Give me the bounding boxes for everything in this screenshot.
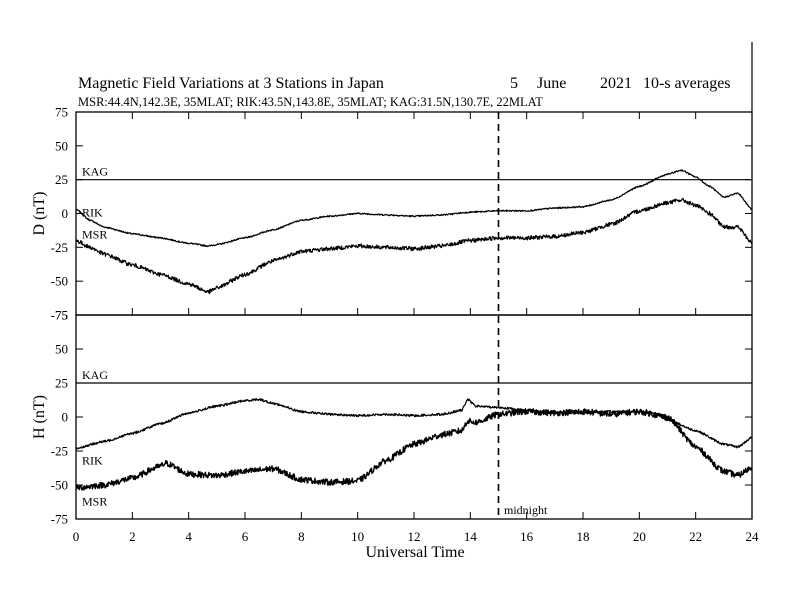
y-tick-label: 25 [55,172,68,187]
chart-title-month: June [537,75,566,92]
chart-subtitle: MSR:44.4N,142.3E, 35MLAT; RIK:43.5N,143.… [78,95,543,109]
x-tick-label: 12 [408,529,421,544]
y-tick-label: 25 [55,376,68,391]
plot-frame [75,111,753,316]
y-tick-label: 75 [55,105,68,120]
panel-1: 75 50 25 0 -25 -50 -75 H (nT) KAG RIK MSR [31,308,753,527]
x-tick-label: 16 [520,529,534,544]
series-line-rik [75,169,753,248]
x-tick-label: 0 [73,529,80,544]
y-tick-label: 50 [55,342,68,357]
chart-title-resolution: 10-s averages [643,75,731,92]
y-tick-label: 0 [62,206,69,221]
panel-0: 75 50 25 0 -25 -50 -75 D (nT) KAG RIK MSR [31,105,753,323]
x-axis-label: Universal Time [365,544,464,561]
series-label-kag: KAG [82,165,108,179]
y-axis-label: D (nT) [31,192,48,236]
x-tick-label: 22 [689,529,702,544]
x-tick-label: 18 [577,529,590,544]
y-tick-label: -75 [51,308,68,323]
x-tick-label: 4 [185,529,192,544]
x-tick-label: 14 [464,529,478,544]
x-tick-label: 24 [746,529,760,544]
y-tick-label: -75 [51,512,68,527]
y-tick-label: -50 [51,478,68,493]
y-tick-label: 50 [55,138,68,153]
x-tick-label: 2 [129,529,136,544]
y-tick-label: -25 [51,240,68,255]
x-tick-label: 10 [351,529,364,544]
series-label-msr: MSR [82,494,107,508]
series-line-msr [75,197,753,295]
chart-title: Magnetic Field Variations at 3 Stations … [78,75,384,92]
midnight-label: midnight [504,503,548,517]
x-tick-label: 20 [633,529,646,544]
y-tick-label: 0 [62,410,69,425]
panels-layer: 75 50 25 0 -25 -50 -75 D (nT) KAG RIK MSR 75 50 25 0 -2… [31,105,759,545]
chart-title-year: 2021 [600,75,632,92]
series-label-rik: RIK [82,454,103,468]
series-line-msr [75,408,753,491]
chart-title-day: 5 [510,75,518,92]
series-label-msr: MSR [82,228,107,242]
y-tick-label: -50 [51,274,68,289]
series-label-rik: RIK [82,205,103,219]
y-axis-label: H (nT) [31,395,48,439]
series-label-kag: KAG [82,368,108,382]
x-tick-label: 6 [242,529,249,544]
x-tick-label: 8 [298,529,305,544]
y-tick-label: 75 [55,308,68,323]
y-tick-label: -25 [51,444,68,459]
